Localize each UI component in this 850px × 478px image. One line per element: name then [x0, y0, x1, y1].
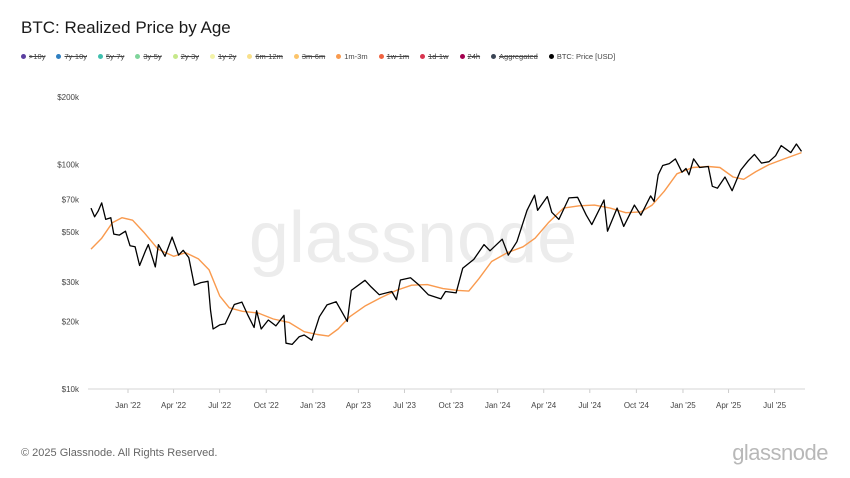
legend-item[interactable]: 1w-1m — [378, 52, 410, 61]
legend-swatch — [420, 54, 426, 59]
legend-swatch — [459, 54, 465, 59]
legend-label: 3m-6m — [301, 52, 326, 61]
legend-item[interactable]: 3m-6m — [293, 52, 326, 61]
legend-label: 3y-5y — [143, 52, 162, 61]
x-tick-label: Jan '23 — [300, 401, 326, 410]
y-tick-label: $30k — [62, 278, 80, 287]
legend-label: 1y-2y — [218, 52, 237, 61]
legend-item[interactable]: Aggregated — [491, 52, 538, 61]
legend-swatch — [548, 54, 554, 59]
y-tick-label: $100k — [57, 161, 80, 170]
x-tick-label: Apr '23 — [346, 401, 372, 410]
legend-label: BTC: Price [USD] — [556, 52, 616, 61]
x-tick-label: Apr '25 — [716, 401, 742, 410]
legend-label: 1w-1m — [386, 52, 410, 61]
y-tick-label: $10k — [62, 385, 80, 394]
x-tick-label: Jul '22 — [208, 401, 231, 410]
legend-swatch — [336, 54, 342, 59]
legend-swatch — [491, 54, 497, 59]
legend-item[interactable]: 24h — [459, 52, 481, 61]
x-tick-label: Apr '24 — [531, 401, 557, 410]
y-tick-label: $200k — [57, 93, 80, 102]
y-tick-label: $70k — [62, 195, 80, 204]
x-tick-label: Jul '24 — [578, 401, 601, 410]
legend-label: 5y-7y — [106, 52, 125, 61]
x-tick-label: Oct '24 — [624, 401, 650, 410]
x-tick-label: Jul '25 — [763, 401, 786, 410]
legend-item[interactable]: 1d-1w — [420, 52, 449, 61]
chart-title: BTC: Realized Price by Age — [21, 18, 231, 37]
legend-swatch — [172, 54, 178, 59]
legend-item[interactable]: 7y-10y — [56, 52, 87, 61]
legend-item[interactable]: 1m-3m — [336, 52, 368, 61]
x-tick-label: Jan '22 — [115, 401, 141, 410]
legend-swatch — [56, 54, 62, 59]
legend-label: 7y-10y — [64, 52, 87, 61]
legend-item[interactable]: 6m-12m — [247, 52, 283, 61]
legend-swatch — [293, 54, 299, 59]
x-tick-label: Jul '23 — [393, 401, 416, 410]
legend-item[interactable]: 2y-3y — [172, 52, 200, 61]
legend-swatch — [98, 54, 103, 59]
legend-label: 2y-3y — [180, 52, 200, 61]
x-tick-label: Jan '25 — [670, 401, 696, 410]
legend-swatch — [21, 54, 26, 59]
legend-item[interactable]: 5y-7y — [98, 52, 124, 61]
series-line-1m-3m — [90, 151, 802, 337]
copyright: © 2025 Glassnode. All Rights Reserved. — [21, 447, 218, 459]
legend-item[interactable]: 3y-5y — [135, 52, 162, 61]
legend-swatch — [210, 54, 216, 59]
glassnode-logo: glassnode — [732, 440, 828, 465]
x-tick-label: Jan '24 — [485, 401, 511, 410]
legend-swatch — [378, 54, 384, 59]
legend-item[interactable]: 1y-2y — [210, 52, 236, 61]
legend-label: 1m-3m — [344, 52, 368, 61]
watermark: glassnode — [249, 198, 577, 278]
y-tick-label: $20k — [62, 317, 80, 326]
series-line-btc-price-usd- — [90, 143, 803, 346]
legend-label: Aggregated — [499, 52, 538, 61]
legend-item[interactable]: >10y — [21, 52, 45, 61]
legend-swatch — [135, 54, 141, 59]
x-tick-label: Apr '22 — [161, 401, 187, 410]
legend-label: 1d-1w — [428, 52, 449, 61]
x-tick-label: Oct '23 — [439, 401, 465, 410]
legend-label: 6m-12m — [255, 52, 283, 61]
legend-swatch — [247, 54, 253, 59]
y-tick-label: $50k — [62, 228, 80, 237]
legend-label: 24h — [467, 52, 481, 61]
legend-item[interactable]: BTC: Price [USD] — [548, 52, 616, 61]
legend-label: >10y — [29, 52, 46, 61]
legend: >10y 7y-10y 5y-7y 3y-5y 2y-3y 1y-2y 6m-12m 3m-6… — [21, 52, 626, 61]
x-tick-label: Oct '22 — [254, 401, 280, 410]
